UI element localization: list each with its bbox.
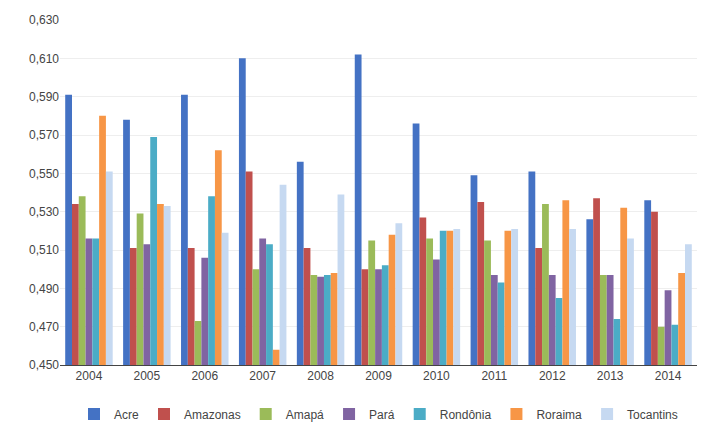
svg-text:2006: 2006 <box>191 369 218 383</box>
svg-text:2011: 2011 <box>481 369 507 383</box>
svg-text:2007: 2007 <box>249 369 276 383</box>
svg-text:2008: 2008 <box>307 369 334 383</box>
svg-text:0,630: 0,630 <box>29 13 59 27</box>
svg-text:Amapá: Amapá <box>286 408 324 422</box>
svg-text:0,530: 0,530 <box>29 205 59 219</box>
svg-text:Pará: Pará <box>369 408 395 422</box>
svg-text:0,610: 0,610 <box>29 52 59 66</box>
svg-text:Amazonas: Amazonas <box>184 408 241 422</box>
svg-text:0,450: 0,450 <box>29 358 59 372</box>
svg-text:2005: 2005 <box>134 369 161 383</box>
svg-text:2012: 2012 <box>539 369 566 383</box>
svg-text:2004: 2004 <box>76 369 103 383</box>
svg-text:Roraima: Roraima <box>536 408 582 422</box>
svg-text:0,590: 0,590 <box>29 90 59 104</box>
svg-text:2014: 2014 <box>655 369 682 383</box>
svg-text:0,510: 0,510 <box>29 243 59 257</box>
svg-text:Rondônia: Rondônia <box>440 408 492 422</box>
svg-text:Acre: Acre <box>114 408 139 422</box>
svg-text:0,570: 0,570 <box>29 128 59 142</box>
svg-text:2009: 2009 <box>365 369 392 383</box>
svg-text:0,490: 0,490 <box>29 282 59 296</box>
svg-text:2010: 2010 <box>423 369 450 383</box>
svg-text:2013: 2013 <box>597 369 624 383</box>
svg-text:0,550: 0,550 <box>29 167 59 181</box>
svg-text:0,470: 0,470 <box>29 320 59 334</box>
svg-text:Tocantins: Tocantins <box>627 408 678 422</box>
